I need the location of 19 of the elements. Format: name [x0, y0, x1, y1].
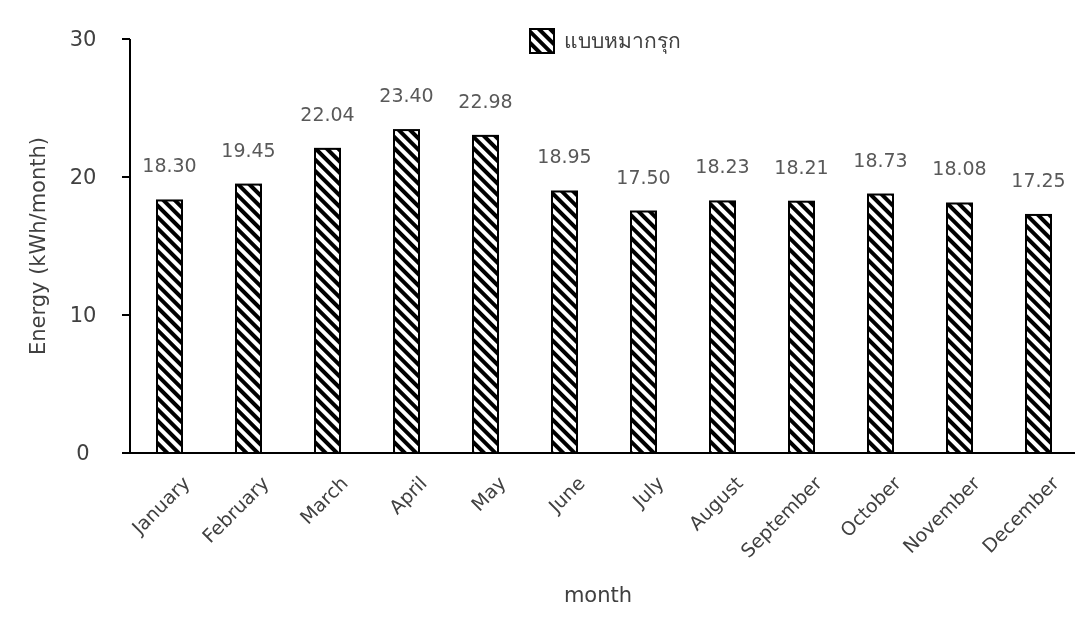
data-label: 18.30: [142, 154, 197, 177]
data-label: 18.21: [774, 155, 829, 178]
data-label: 18.23: [695, 155, 750, 178]
y-tick-label: 0: [76, 441, 90, 466]
y-tick-label: 20: [69, 165, 97, 190]
data-label: 23.40: [379, 84, 434, 107]
data-label: 19.45: [221, 138, 276, 161]
y-axis-title: Energy (kWh/month): [26, 136, 50, 356]
data-label: 17.50: [616, 165, 671, 188]
legend-label: แบบหมากรุก: [564, 29, 681, 55]
data-label: 18.73: [853, 148, 908, 171]
x-axis-title: month: [563, 583, 633, 607]
data-label: 18.08: [932, 157, 987, 180]
data-label: 18.95: [537, 145, 592, 168]
data-label: 22.98: [458, 89, 513, 112]
data-label: 17.25: [1011, 168, 1066, 191]
y-tick-label: 30: [69, 27, 97, 52]
data-label: 22.04: [300, 102, 355, 125]
y-tick-label: 10: [69, 303, 97, 328]
